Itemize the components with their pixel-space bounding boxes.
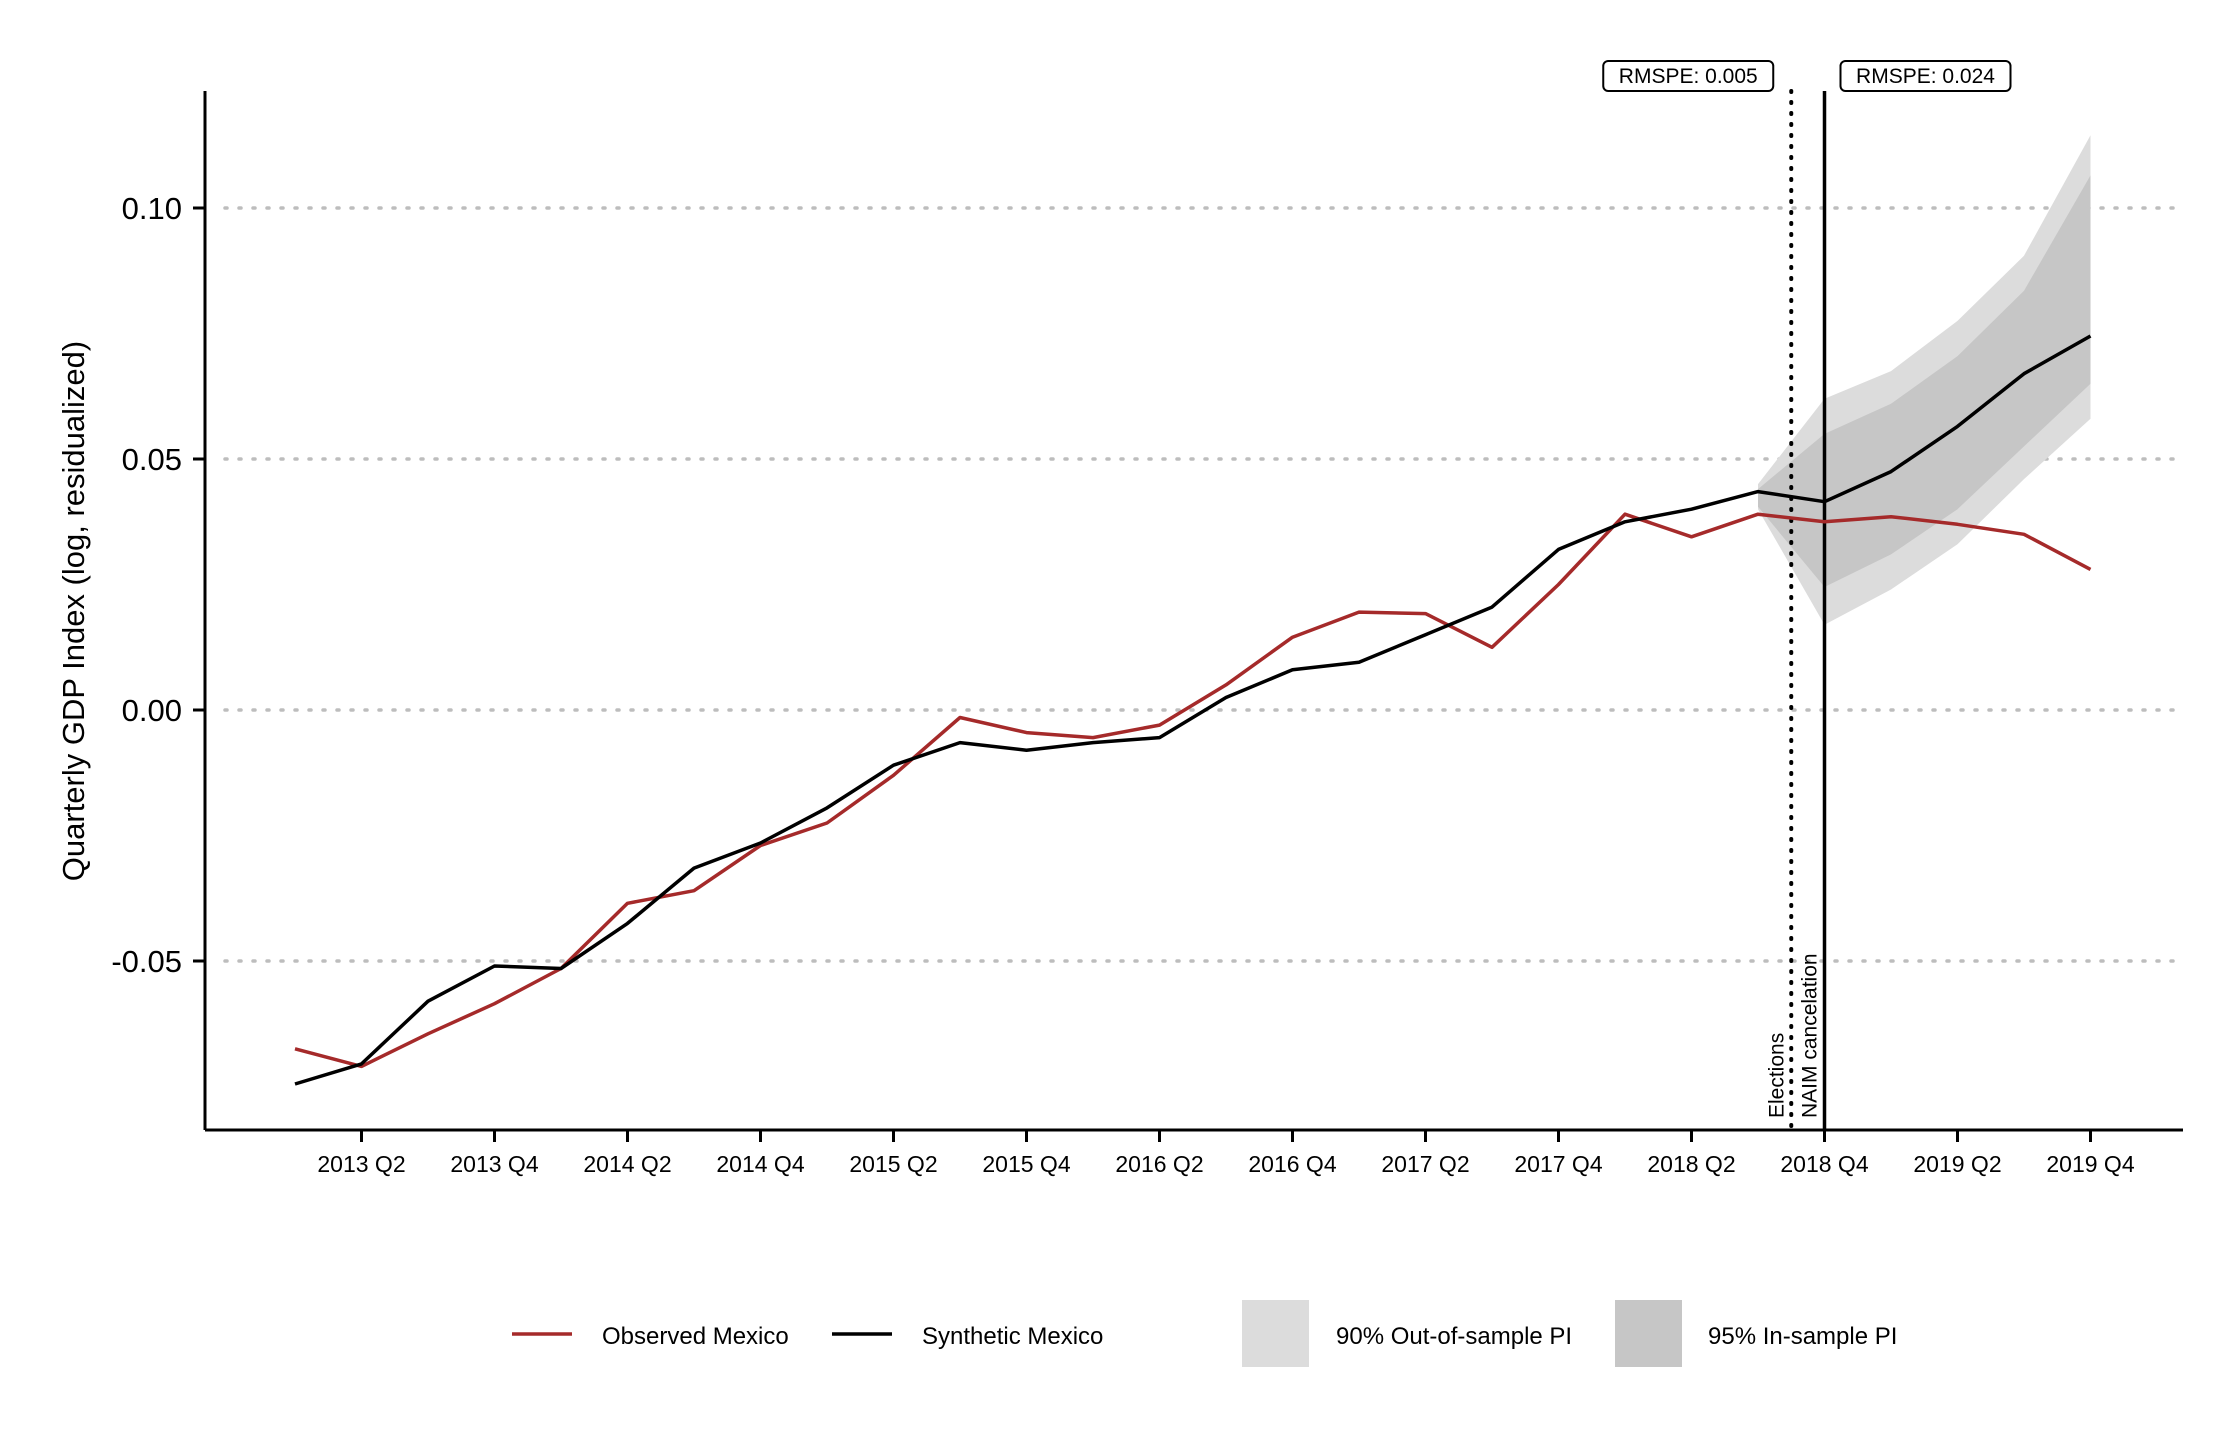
rmspe-box xyxy=(1602,60,1775,92)
series-lines xyxy=(294,334,2092,1086)
legend: Observed Mexico Synthetic Mexico 90% Out… xyxy=(512,1300,1897,1367)
event-line-label: NAIM cancelation xyxy=(1799,953,1822,1118)
x-tick-label: 2014 Q4 xyxy=(716,1151,804,1177)
axes xyxy=(203,91,2183,1132)
legend-in-sample-swatch xyxy=(1615,1300,1682,1367)
series-line xyxy=(294,512,2092,1069)
x-tick-label: 2016 Q2 xyxy=(1115,1151,1203,1177)
x-ticks: 2013 Q2 2013 Q4 2014 Q2 2014 Q4 2015 Q2 2015 … xyxy=(317,1130,2135,1177)
event-line-label: Elections xyxy=(1765,1033,1788,1118)
x-tick-label: 2015 Q4 xyxy=(982,1151,1070,1177)
legend-observed-label: Observed Mexico xyxy=(602,1323,789,1350)
y-tick-label: -0.05 xyxy=(111,944,182,979)
legend-in-sample-label: 95% In-sample PI xyxy=(1708,1323,1897,1350)
legend-synthetic-label: Synthetic Mexico xyxy=(922,1323,1103,1350)
x-tick-label: 2019 Q2 xyxy=(1913,1151,2001,1177)
x-tick-label: 2017 Q4 xyxy=(1514,1151,1602,1177)
y-axis-label: Quarterly GDP Index (log, residualized) xyxy=(56,341,91,881)
legend-out-sample-label: 90% Out-of-sample PI xyxy=(1336,1323,1572,1350)
x-tick-label: 2016 Q4 xyxy=(1248,1151,1336,1177)
y-tick-label: 0.00 xyxy=(122,693,182,728)
x-tick-label: 2019 Q4 xyxy=(2046,1151,2134,1177)
event-lines: Elections RMSPE: 0.005 NAIM cancelation RMS… xyxy=(1602,60,2012,1132)
x-tick-label: 2015 Q2 xyxy=(849,1151,937,1177)
y-tick-label: 0.10 xyxy=(122,191,182,226)
x-tick-label: 2018 Q2 xyxy=(1647,1151,1735,1177)
y-ticks: -0.05 0.00 0.05 0.10 xyxy=(111,191,205,979)
series-line xyxy=(294,334,2092,1086)
x-tick-label: 2013 Q2 xyxy=(317,1151,405,1177)
rmspe-label: RMSPE: 0.005 xyxy=(1619,65,1758,88)
x-tick-label: 2018 Q4 xyxy=(1780,1151,1868,1177)
rmspe-label: RMSPE: 0.024 xyxy=(1856,65,1995,88)
x-tick-label: 2017 Q2 xyxy=(1381,1151,1469,1177)
legend-out-sample-swatch xyxy=(1242,1300,1309,1367)
prediction-band xyxy=(1758,175,2091,587)
x-tick-label: 2014 Q2 xyxy=(583,1151,671,1177)
x-tick-label: 2013 Q4 xyxy=(450,1151,538,1177)
y-tick-label: 0.05 xyxy=(122,442,182,477)
rmspe-box xyxy=(1839,60,2012,92)
prediction-bands xyxy=(1758,135,2091,625)
